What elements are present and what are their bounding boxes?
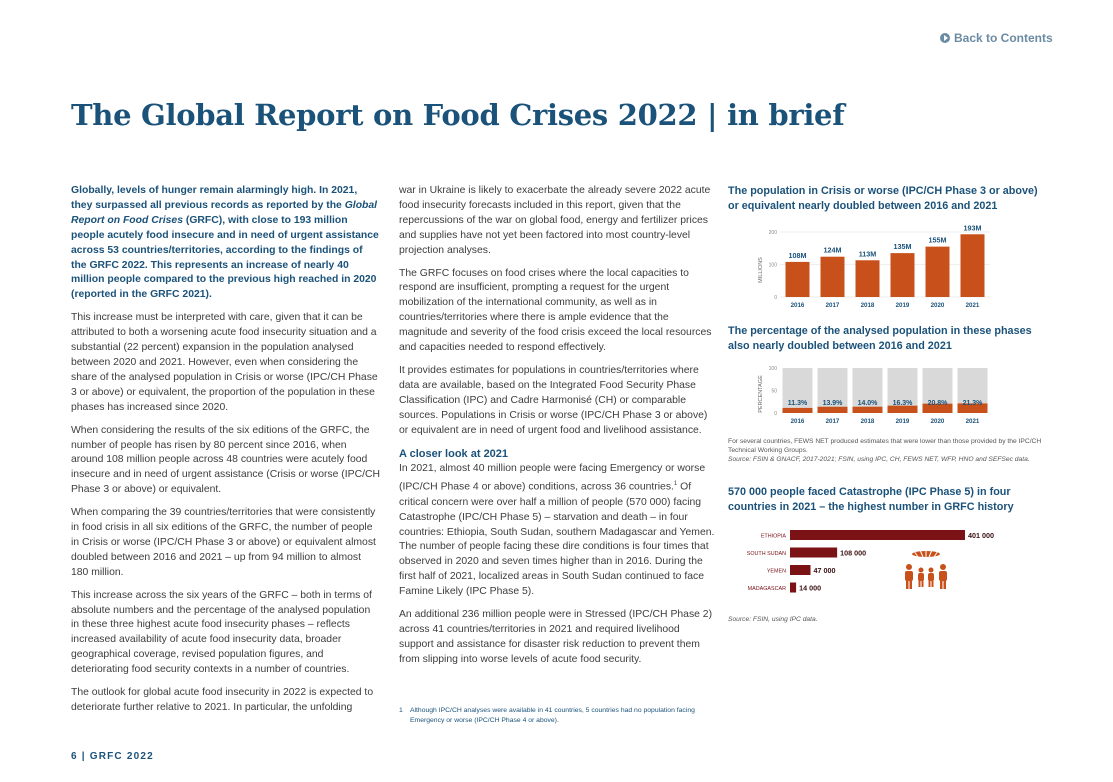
data-label: 401 000	[968, 531, 994, 540]
back-link-label: Back to Contents	[954, 31, 1053, 45]
lead-paragraph: Globally, levels of hunger remain alarmi…	[71, 185, 379, 301]
category-label: ETHIOPIA	[761, 534, 787, 540]
arrow-right-circle-icon	[940, 33, 950, 43]
x-tick-label: 2017	[826, 302, 840, 309]
x-tick-label: 2018	[861, 302, 875, 309]
x-tick-label: 2020	[931, 418, 945, 425]
chart-population-crisis: MILLIONS 0 100 200 108M 2016 124M 2017 113M 2018 1…	[758, 223, 990, 309]
data-label: 16.3%	[893, 400, 914, 407]
footnote-ref[interactable]: 1	[673, 481, 678, 488]
bar-2021	[957, 403, 988, 413]
wheat-icon	[912, 549, 940, 558]
paragraph: When comparing the 39 countries/territor…	[71, 507, 376, 578]
paragraph: When considering the results of the six …	[71, 424, 380, 496]
bar-south-sudan	[790, 547, 838, 558]
category-label: YEMEN	[767, 569, 786, 575]
y-axis-label: PERCENTAGE	[758, 375, 764, 413]
text-column-1: Globally, levels of hunger remain alarmi…	[71, 184, 380, 724]
paragraph: In 2021, almost 40 million people were f…	[399, 463, 715, 598]
y-tick-label: 0	[774, 411, 777, 417]
y-tick-label: 0	[774, 295, 777, 301]
data-label: 108M	[789, 251, 807, 260]
bar-background	[852, 368, 883, 413]
paragraph: This increase must be interpreted with c…	[71, 312, 378, 413]
data-label: 11.3%	[788, 400, 808, 407]
chart-2-note: For several countries, FEWS NET produced…	[728, 438, 1042, 463]
bar-background	[887, 368, 918, 413]
data-label: 14 000	[799, 584, 821, 593]
data-label: 47 000	[814, 566, 836, 575]
data-label: 108 000	[840, 549, 866, 558]
bar-2021	[960, 234, 985, 297]
text-column-2: war in Ukraine is likely to exacerbate t…	[399, 184, 715, 676]
x-tick-label: 2016	[791, 418, 805, 425]
x-tick-label: 2020	[931, 302, 945, 309]
data-label: 193M	[964, 223, 982, 232]
section-heading: A closer look at 2021	[399, 447, 509, 460]
chart-3-source: Source: FSIN, using IPC data.	[728, 616, 818, 623]
data-label: 13.9%	[823, 400, 844, 407]
bar-background	[817, 368, 848, 413]
bar-2017	[817, 406, 848, 413]
chart-3-title: 570 000 people faced Catastrophe (IPC Ph…	[728, 486, 1014, 513]
y-tick-label: 100	[769, 366, 778, 372]
category-label: MADAGASCAR	[748, 586, 786, 592]
page-footer: 6 | GRFC 2022	[71, 751, 154, 762]
bar-2017	[820, 256, 845, 297]
paragraph: It provides estimates for populations in…	[399, 364, 708, 436]
paragraph: The GRFC focuses on food crises where th…	[399, 267, 712, 354]
bar-2020	[922, 403, 953, 413]
x-tick-label: 2018	[861, 418, 875, 425]
data-label: 14.0%	[858, 400, 879, 407]
paragraph: This increase across the six years of th…	[71, 589, 372, 676]
x-tick-label: 2021	[966, 418, 980, 425]
paragraph: war in Ukraine is likely to exacerbate t…	[399, 185, 711, 256]
data-label: 124M	[824, 246, 842, 255]
footnote: 1 Although IPC/CH analyses were availabl…	[399, 707, 695, 724]
bar-2020	[925, 246, 950, 297]
data-label: 113M	[859, 249, 877, 258]
page-title: The Global Report on Food Crises 2022 | …	[71, 98, 845, 132]
data-label: 20.8%	[928, 400, 949, 407]
x-tick-label: 2017	[826, 418, 840, 425]
y-tick-label: 100	[769, 263, 778, 269]
chart-2-title: The percentage of the analysed populatio…	[728, 325, 1032, 352]
chart-catastrophe-countries: ETHIOPIA 401 000 SOUTH SUDAN 108 000 YEMEN 47…	[747, 530, 994, 593]
paragraph: An additional 236 million people were in…	[399, 609, 713, 665]
data-label: 135M	[894, 242, 912, 251]
bar-2016	[782, 407, 813, 413]
bar-madagascar	[790, 582, 797, 593]
category-label: SOUTH SUDAN	[747, 551, 786, 557]
bar-2016	[785, 261, 810, 297]
bar-yemen	[790, 565, 811, 575]
bar-2019	[890, 253, 915, 297]
data-label: 21.3%	[963, 400, 984, 407]
data-label: 155M	[929, 236, 947, 245]
paragraph: The outlook for global acute food insecu…	[71, 687, 374, 713]
bar-ethiopia	[790, 530, 965, 540]
chart-percentage-analysed: PERCENTAGE 0 50 100 11.3% 2016 13.9% 2017 14.0% 2…	[758, 366, 988, 425]
x-tick-label: 2019	[896, 418, 910, 425]
bar-2018	[855, 260, 880, 297]
x-tick-label: 2019	[896, 302, 910, 309]
people-family-icon	[905, 549, 947, 589]
chart-1-title: The population in Crisis or worse (IPC/C…	[728, 185, 1038, 212]
x-tick-label: 2016	[791, 302, 805, 309]
bar-2019	[887, 405, 918, 413]
y-tick-label: 200	[769, 230, 778, 236]
bar-background	[782, 368, 813, 413]
y-tick-label: 50	[771, 389, 777, 395]
back-to-contents-link[interactable]: Back to Contents	[940, 31, 1053, 45]
x-tick-label: 2021	[966, 302, 980, 309]
bar-2018	[852, 406, 883, 413]
y-axis-label: MILLIONS	[758, 257, 764, 283]
